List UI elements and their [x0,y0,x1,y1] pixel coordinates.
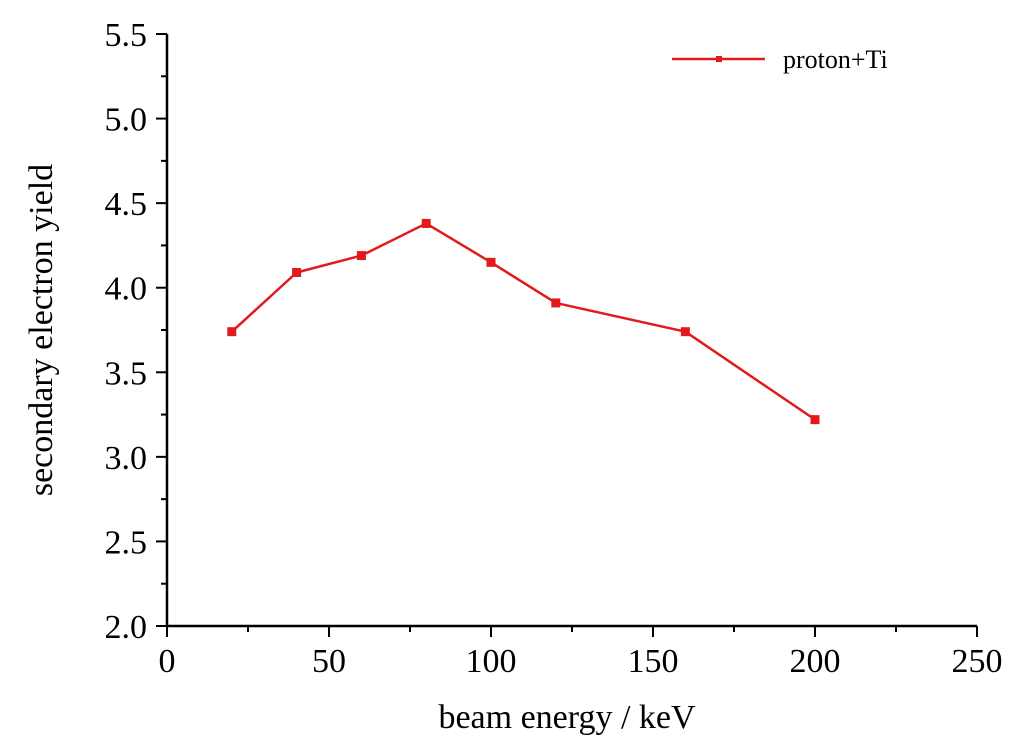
legend-marker [716,56,722,62]
y-ticks: 2.0 2.5 3.0 3.5 4.0 4.5 5.0 5.5 [105,17,167,646]
y-tick-label: 3.0 [105,440,148,477]
legend-label: proton+Ti [783,45,888,74]
y-tick-label: 5.0 [105,102,148,139]
x-tick-label: 0 [159,643,176,680]
y-axis-title: secondary electron yield [23,164,60,496]
y-tick-label: 4.5 [105,186,148,223]
x-tick-label: 50 [312,643,346,680]
data-point [292,267,302,277]
x-ticks: 0 50 100 150 200 250 [159,626,1003,680]
data-point [810,415,820,425]
legend: proton+Ti [672,45,888,74]
y-tick-label: 5.5 [105,17,148,54]
series-line [230,222,816,421]
data-point [486,257,496,267]
data-point [680,327,690,337]
y-tick-label: 2.0 [105,609,148,646]
data-point [227,327,237,337]
axes [165,34,977,628]
y-tick-label: 4.0 [105,271,148,308]
x-tick-label: 150 [628,643,679,680]
x-tick-label: 100 [466,643,517,680]
y-tick-label: 2.5 [105,524,148,561]
x-axis-title: beam energy / keV [438,699,696,736]
series-layer [227,218,820,425]
x-tick-label: 200 [790,643,841,680]
data-point [356,251,366,261]
y-tick-label: 3.5 [105,355,148,392]
data-point [551,298,561,308]
x-tick-label: 250 [952,643,1003,680]
data-point [421,218,431,228]
